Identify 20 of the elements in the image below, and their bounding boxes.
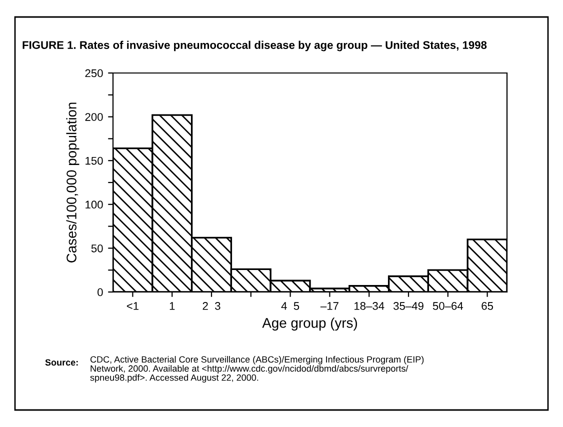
x-tick-label: 50–64: [432, 302, 464, 310]
x-tick-label: 18–34: [354, 302, 384, 310]
y-axis-title: Cases/100,000 population: [66, 102, 80, 262]
x-axis-title: Age group (yrs): [262, 318, 357, 331]
x-tick-label: –17: [320, 302, 338, 310]
x-tick-label: 2 3: [202, 302, 220, 310]
y-tick-label: 150: [86, 156, 103, 165]
y-tick-label: 50: [91, 244, 103, 252]
y-tick-label: 250: [85, 69, 103, 78]
x-tick-label: 1: [170, 302, 175, 310]
y-tick-label: 200: [85, 113, 103, 121]
source-note: Source:: [45, 359, 78, 366]
chart-title: FIGURE 1. Rates of invasive pneumococcal disease by age group — United States, 1998: [22, 40, 487, 52]
x-tick-label: 35–49: [393, 302, 424, 310]
x-tick-label: 4 5: [281, 302, 300, 310]
text: CDC, Active Bacterial Core Surveillance (ABCs)/Emerging Infectious Program (EIP) Network, 2000. Available at <http://www.cdc.gov/ncidod/dbmd/abcs/survreports/ spneu98.pdf>. Accessed August 22, 2000.: [90, 356, 424, 383]
y-tick-label: 100: [86, 200, 103, 209]
y-tick-label: 0: [98, 288, 103, 296]
x-tick-label: 65: [482, 302, 494, 310]
x-tick-label: <1: [126, 302, 138, 310]
